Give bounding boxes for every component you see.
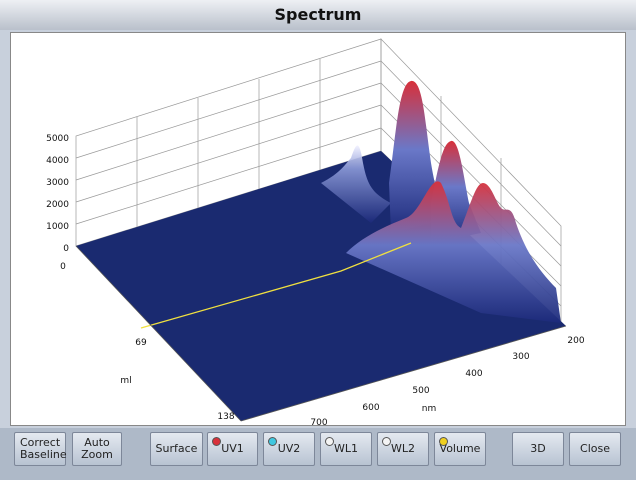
nm-axis-label: nm (422, 404, 436, 414)
button[interactable]: Surface (150, 432, 203, 466)
button[interactable]: UV1 (207, 432, 258, 466)
z-tick-label: 1000 (46, 222, 69, 232)
button-label: WL1 (333, 442, 358, 455)
z-tick-label: 2000 (46, 200, 69, 210)
z-tick-label: 0 (63, 244, 69, 254)
button-label: Volume (439, 442, 481, 455)
button-label: WL2 (390, 442, 415, 455)
button-label: Auto Zoom (81, 436, 113, 461)
z-tick-label: 3000 (46, 178, 69, 188)
button-label: Correct Baseline (20, 436, 67, 461)
surface-plot: 5000 4000 3000 2000 1000 0 0 69 138 ml 700 600 500 40… (46, 38, 585, 425)
button-label: 3D (530, 442, 546, 455)
button[interactable]: UV2 (263, 432, 315, 466)
ml-axis-label: ml (120, 376, 131, 386)
button-label: UV2 (277, 442, 301, 455)
nm-tick-label: 200 (567, 336, 584, 346)
nm-tick-label: 500 (412, 386, 429, 396)
button[interactable]: Close (569, 432, 621, 466)
button[interactable]: WL2 (377, 432, 429, 466)
indicator-dot (382, 437, 391, 446)
button[interactable]: WL1 (320, 432, 372, 466)
window-title: Spectrum (0, 0, 636, 30)
nm-tick-label: 700 (310, 418, 327, 425)
ml-tick-label: 138 (217, 412, 234, 422)
button-label: Close (580, 442, 610, 455)
indicator-dot (268, 437, 277, 446)
ml-tick-label: 69 (135, 338, 147, 348)
button[interactable]: 3D (512, 432, 564, 466)
button[interactable]: Auto Zoom (72, 432, 122, 466)
ml-tick-label: 0 (60, 262, 66, 272)
nm-tick-label: 300 (512, 352, 529, 362)
plot-area: 5000 4000 3000 2000 1000 0 0 69 138 ml 700 600 500 40… (10, 32, 626, 426)
button-label: Surface (155, 442, 198, 455)
nm-tick-label: 600 (362, 403, 379, 413)
button[interactable]: Correct Baseline (14, 432, 67, 466)
indicator-dot (325, 437, 334, 446)
z-tick-label: 4000 (46, 156, 69, 166)
indicator-dot (439, 437, 448, 446)
button[interactable]: Volume (434, 432, 486, 466)
button-label: UV1 (221, 442, 244, 455)
indicator-dot (212, 437, 221, 446)
z-tick-label: 5000 (46, 134, 69, 144)
nm-tick-label: 400 (465, 369, 482, 379)
